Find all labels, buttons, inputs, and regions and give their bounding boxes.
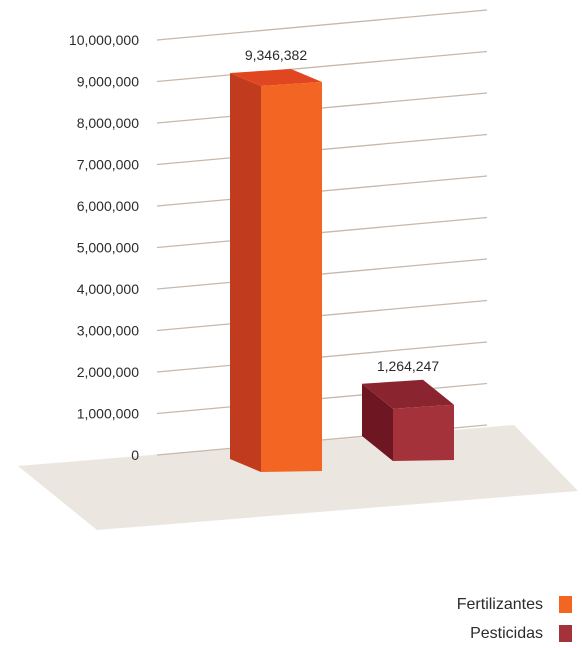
legend-item-pesticidas: Pesticidas bbox=[457, 619, 572, 648]
y-tick-label: 1,000,000 bbox=[77, 406, 139, 422]
bar-value-label: 1,264,247 bbox=[377, 358, 439, 374]
bar-front-face bbox=[393, 404, 454, 461]
y-tick-label: 7,000,000 bbox=[77, 157, 139, 173]
bar-pesticidas bbox=[362, 379, 454, 461]
legend-item-fertilizantes: Fertilizantes bbox=[457, 590, 572, 619]
y-tick-label: 5,000,000 bbox=[77, 240, 139, 256]
bar-front-face bbox=[261, 81, 322, 473]
legend-label: Pesticidas bbox=[470, 624, 543, 642]
y-tick-label: 3,000,000 bbox=[77, 323, 139, 339]
legend: Fertilizantes Pesticidas bbox=[457, 590, 572, 648]
y-tick-label: 0 bbox=[131, 447, 139, 463]
y-axis-tick-labels: 0 1,000,000 2,000,000 3,000,000 4,000,000 5,0… bbox=[69, 32, 139, 463]
y-tick-label: 4,000,000 bbox=[77, 281, 139, 297]
bar-side-face bbox=[362, 383, 393, 461]
legend-swatch bbox=[559, 625, 572, 642]
bar-value-label: 9,346,382 bbox=[245, 47, 307, 63]
y-tick-label: 6,000,000 bbox=[77, 198, 139, 214]
bar-fertilizantes bbox=[230, 68, 322, 473]
legend-swatch bbox=[559, 596, 572, 613]
bar-top-face bbox=[362, 379, 454, 409]
y-tick-label: 8,000,000 bbox=[77, 115, 139, 131]
legend-label: Fertilizantes bbox=[456, 595, 543, 613]
y-tick-label: 10,000,000 bbox=[69, 32, 139, 48]
bar-side-face bbox=[230, 72, 261, 473]
y-tick-label: 2,000,000 bbox=[77, 364, 139, 380]
gridline bbox=[156, 50, 488, 83]
y-tick-label: 9,000,000 bbox=[77, 74, 139, 90]
bar-top-face bbox=[230, 68, 322, 86]
gridline bbox=[156, 9, 488, 41]
bars: 9,346,382 1,264,247 bbox=[230, 47, 454, 473]
